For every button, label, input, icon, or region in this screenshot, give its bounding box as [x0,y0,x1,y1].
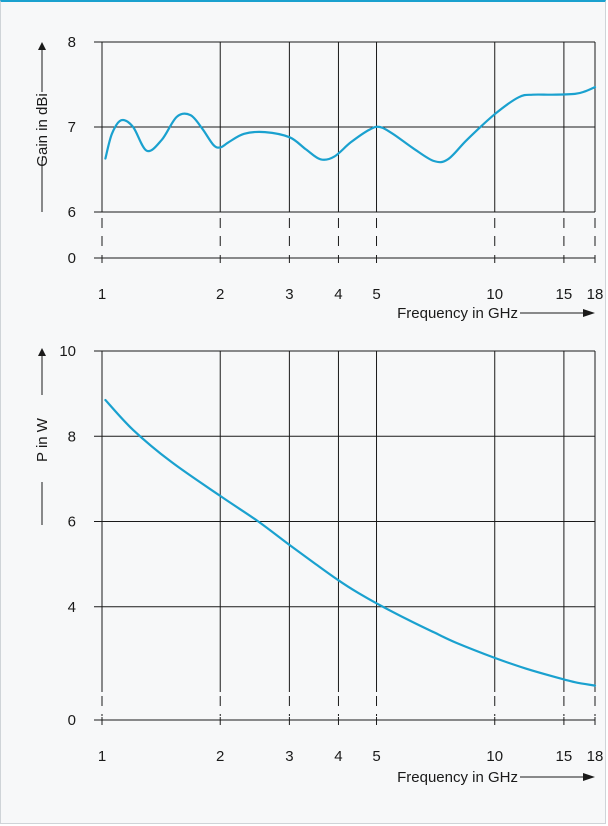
y-tick-label: 8 [68,34,76,51]
x-tick-label: 4 [334,748,342,765]
y-tick-label: 7 [68,119,76,136]
power-series-line [104,398,597,687]
x-tick-label: 2 [216,748,224,765]
y-tick-label: 10 [59,343,76,360]
y-tick-label: 6 [68,514,76,531]
x-tick-label: 5 [372,748,380,765]
gain-series-line [104,86,597,164]
x-arrow-head [583,309,595,317]
x-tick-label: 10 [486,286,503,303]
y-tick-label: 6 [68,204,76,221]
y-arrow-head [38,348,46,356]
x-tick-label: 1 [98,748,106,765]
x-tick-label: 15 [556,286,573,303]
x-tick-label: 4 [334,286,342,303]
x-tick-label: 18 [587,286,604,303]
x-arrow-head [583,773,595,781]
y-tick-label: 0 [68,712,76,729]
x-tick-label: 18 [587,748,604,765]
y-tick-label: 0 [68,250,76,267]
y-axis-label: P in W [34,417,51,462]
x-tick-label: 15 [556,748,573,765]
x-tick-label: 5 [372,286,380,303]
x-axis-label: Frequency in GHz [397,305,518,322]
y-axis-label: Gain in dBi [34,93,51,166]
y-tick-label: 8 [68,428,76,445]
y-tick-label: 4 [68,599,76,616]
x-tick-label: 1 [98,286,106,303]
x-tick-label: 2 [216,286,224,303]
x-axis-label: Frequency in GHz [397,769,518,786]
y-arrow-head [38,42,46,50]
x-tick-label: 10 [486,748,503,765]
x-tick-label: 3 [285,748,293,765]
x-tick-label: 3 [285,286,293,303]
